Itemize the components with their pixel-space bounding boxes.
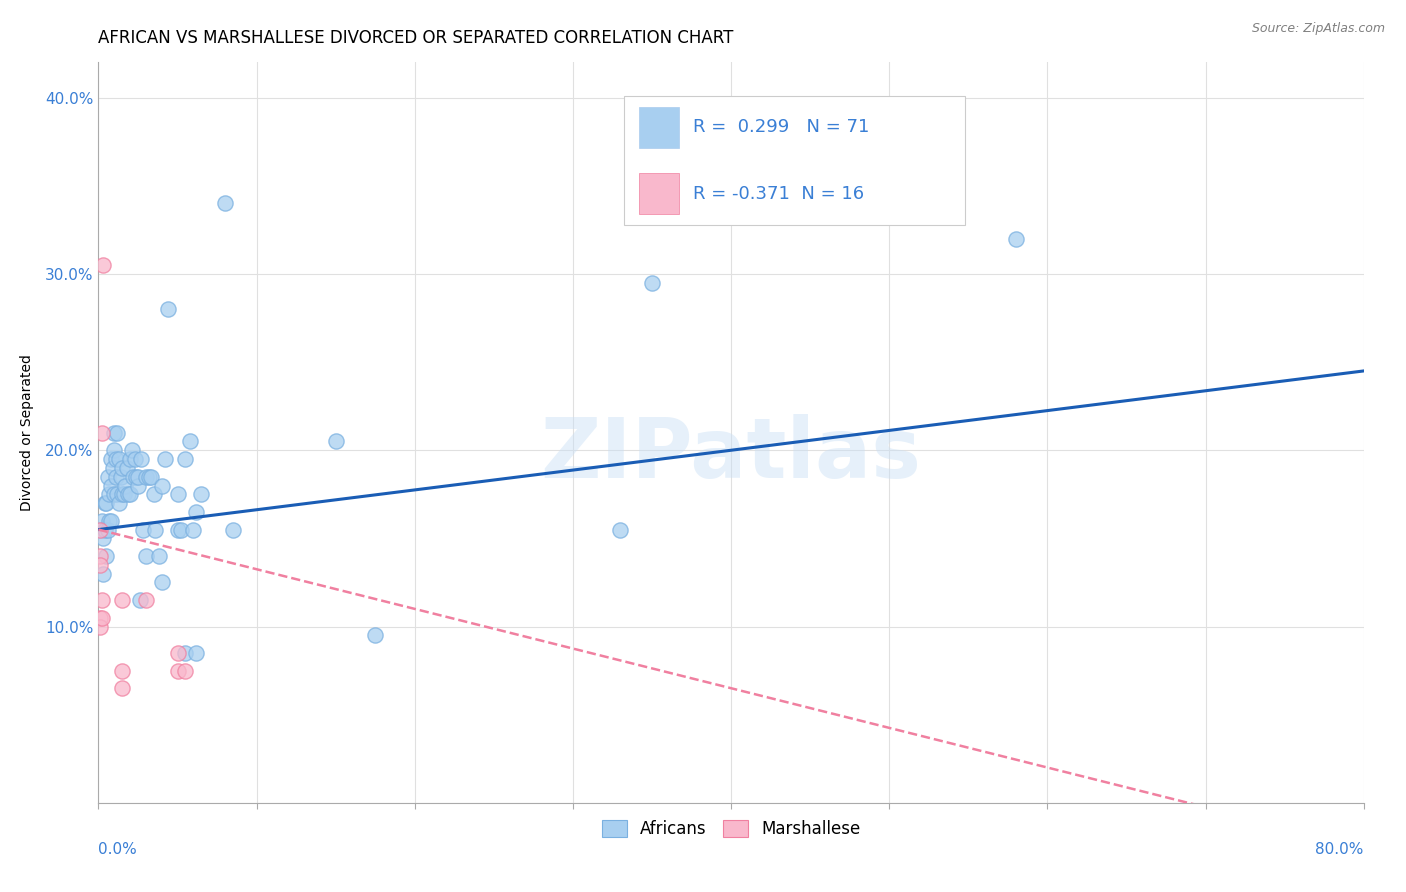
Point xyxy=(1004,232,1026,246)
Point xyxy=(111,461,134,475)
FancyBboxPatch shape xyxy=(623,95,966,226)
Text: AFRICAN VS MARSHALLESE DIVORCED OR SEPARATED CORRELATION CHART: AFRICAN VS MARSHALLESE DIVORCED OR SEPAR… xyxy=(98,29,734,47)
Point xyxy=(112,487,135,501)
Point xyxy=(145,523,166,537)
Point xyxy=(111,681,134,696)
Point xyxy=(107,487,129,501)
Point xyxy=(222,523,245,537)
Point xyxy=(166,646,188,660)
Point xyxy=(104,452,127,467)
Point xyxy=(97,469,120,483)
Legend: Africans, Marshallese: Africans, Marshallese xyxy=(593,812,869,847)
Text: ZIPatlas: ZIPatlas xyxy=(541,414,921,495)
Text: 0.0%: 0.0% xyxy=(98,842,138,856)
Point xyxy=(325,434,347,449)
Point xyxy=(89,610,111,624)
Point xyxy=(89,523,111,537)
Point xyxy=(93,523,117,537)
Point xyxy=(115,461,138,475)
Point xyxy=(148,549,170,563)
Point xyxy=(135,593,157,607)
Text: R = -0.371  N = 16: R = -0.371 N = 16 xyxy=(693,185,865,202)
Point xyxy=(103,487,125,501)
Point xyxy=(124,452,146,467)
Point xyxy=(153,452,176,467)
Point xyxy=(364,628,387,642)
Point xyxy=(150,575,173,590)
Point xyxy=(90,425,112,440)
Point xyxy=(103,425,125,440)
Y-axis label: Divorced or Separated: Divorced or Separated xyxy=(20,354,34,511)
Point xyxy=(179,434,201,449)
Point xyxy=(142,487,165,501)
Point xyxy=(214,196,236,211)
Point xyxy=(138,469,160,483)
Point xyxy=(100,478,122,492)
Point xyxy=(121,443,143,458)
Point xyxy=(90,593,112,607)
Point xyxy=(135,549,157,563)
Point xyxy=(166,523,188,537)
Point xyxy=(120,452,141,467)
Bar xyxy=(638,173,679,214)
Point xyxy=(98,514,121,528)
Text: 80.0%: 80.0% xyxy=(1316,842,1364,856)
Point xyxy=(139,469,162,483)
Point xyxy=(96,549,118,563)
Point xyxy=(128,593,150,607)
Point xyxy=(104,469,127,483)
Point xyxy=(97,523,120,537)
Point xyxy=(132,523,155,537)
Point xyxy=(174,664,197,678)
Point xyxy=(91,258,114,272)
Point xyxy=(609,523,631,537)
Point xyxy=(129,452,152,467)
Point xyxy=(100,514,122,528)
Point xyxy=(89,558,111,572)
Point xyxy=(103,443,125,458)
Point xyxy=(120,487,141,501)
Point xyxy=(150,478,173,492)
Point xyxy=(101,461,124,475)
Point xyxy=(186,505,208,519)
Point xyxy=(135,469,157,483)
Point xyxy=(169,523,191,537)
Point xyxy=(111,593,134,607)
Point xyxy=(108,496,131,510)
Text: Source: ZipAtlas.com: Source: ZipAtlas.com xyxy=(1251,22,1385,36)
Point xyxy=(93,496,117,510)
Point xyxy=(89,619,111,633)
Point xyxy=(186,646,208,660)
Point xyxy=(174,452,197,467)
Point xyxy=(89,523,111,537)
Point xyxy=(90,514,112,528)
Text: R =  0.299   N = 71: R = 0.299 N = 71 xyxy=(693,119,869,136)
Point xyxy=(100,452,122,467)
Point xyxy=(117,487,139,501)
Point xyxy=(166,487,188,501)
Point xyxy=(90,610,112,624)
Point xyxy=(641,276,664,290)
Point xyxy=(111,487,134,501)
Point xyxy=(98,487,121,501)
Point xyxy=(114,478,136,492)
Point xyxy=(107,425,129,440)
Point xyxy=(127,478,149,492)
Point xyxy=(111,664,134,678)
Point xyxy=(157,302,180,317)
Point xyxy=(183,523,205,537)
Point xyxy=(108,452,131,467)
Point xyxy=(174,646,197,660)
Bar xyxy=(638,107,679,147)
Point xyxy=(89,549,111,563)
Point xyxy=(122,469,145,483)
Point xyxy=(91,566,114,581)
Point xyxy=(110,469,132,483)
Point xyxy=(96,496,118,510)
Point xyxy=(125,469,148,483)
Point xyxy=(91,532,114,546)
Point xyxy=(127,469,149,483)
Point xyxy=(190,487,212,501)
Point xyxy=(166,664,188,678)
